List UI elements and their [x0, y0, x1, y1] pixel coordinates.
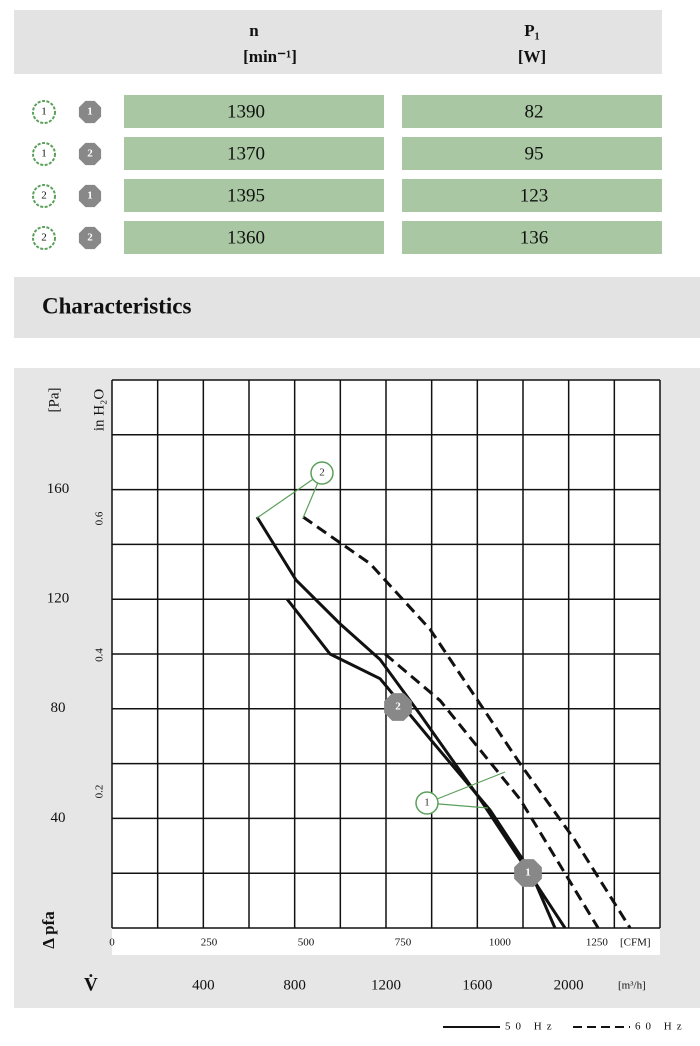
y-tick-label: 120 — [47, 591, 70, 607]
marker — [384, 693, 412, 721]
cell-bg — [402, 95, 662, 128]
y-symbol: Δ pfa — [39, 911, 58, 949]
curve — [255, 516, 567, 929]
speed: 1360 — [227, 227, 265, 248]
conn-num: 1 — [87, 106, 93, 118]
x2-tick-label: 500 — [298, 937, 315, 949]
x2-tick-label: 0 — [109, 937, 115, 949]
col-n-unit: [min⁻¹] — [243, 47, 297, 66]
speed: 1395 — [227, 185, 265, 206]
x-tick-label: 2000 — [554, 977, 584, 993]
cell-bg — [124, 137, 384, 170]
x-tick-label: 1600 — [462, 977, 492, 993]
x2-tick-label: 1000 — [489, 937, 512, 949]
col-p: P₁ — [524, 21, 539, 40]
y-tick-label: 160 — [47, 481, 70, 497]
marker — [415, 791, 439, 815]
conn-icon — [78, 142, 102, 166]
motor-icon — [32, 184, 56, 208]
power: 95 — [525, 143, 544, 164]
y2-tick-label: 0.2 — [94, 785, 106, 799]
section-bg — [14, 277, 700, 338]
cell-bg — [402, 221, 662, 254]
cell-bg — [124, 221, 384, 254]
conn-icon — [78, 100, 102, 124]
leader — [426, 771, 506, 804]
y2-tick-label: 0.6 — [94, 511, 106, 525]
x2-tick-label: 250 — [201, 937, 218, 949]
conn-icon — [78, 184, 102, 208]
motor-icon — [32, 142, 56, 166]
x-symbol: V̇ — [84, 974, 98, 995]
cell-bg — [402, 179, 662, 212]
y2-label: in H₂O — [91, 389, 107, 431]
conn-num: 1 — [87, 190, 93, 202]
leader — [256, 472, 323, 519]
x-tick-label: 400 — [192, 977, 215, 993]
motor-num: 1 — [41, 106, 47, 118]
col-p-unit: [W] — [518, 47, 546, 66]
section-title: Characteristics — [42, 293, 191, 318]
conn-icon — [78, 226, 102, 250]
col-n: n — [249, 21, 259, 40]
motor-num: 1 — [41, 148, 47, 160]
table-header-bg — [14, 10, 662, 74]
x2-label: [CFM] — [620, 937, 651, 949]
x-tick-label: 1200 — [371, 977, 401, 993]
annotation: 2 — [395, 701, 401, 713]
annotation: 1 — [424, 797, 430, 809]
x2-tick-label: 1250 — [586, 937, 609, 949]
legend-label: 60 Hz — [635, 1021, 687, 1033]
y2-tick-label: 0.4 — [94, 648, 106, 662]
y-label: [Pa] — [46, 388, 62, 413]
speed: 1370 — [227, 143, 265, 164]
power: 123 — [520, 185, 549, 206]
annotation: 1 — [525, 867, 531, 879]
conn-num: 2 — [87, 148, 93, 160]
curve — [302, 515, 632, 929]
motor-icon — [32, 100, 56, 124]
motor-num: 2 — [41, 232, 47, 244]
legend-label: 50 Hz — [505, 1021, 557, 1033]
conn-num: 2 — [87, 232, 93, 244]
marker — [514, 859, 542, 887]
x2-tick-label: 750 — [395, 937, 412, 949]
speed: 1390 — [227, 101, 265, 122]
y-tick-label: 80 — [51, 700, 66, 716]
annotation: 2 — [319, 467, 325, 479]
motor-num: 2 — [41, 190, 47, 202]
cell-bg — [124, 95, 384, 128]
y-tick-label: 40 — [51, 810, 66, 826]
power: 136 — [520, 227, 549, 248]
cell-bg — [402, 137, 662, 170]
motor-icon — [32, 226, 56, 250]
x-tick-label: 800 — [283, 977, 306, 993]
curve — [384, 652, 600, 929]
x-label: [m³/h] — [618, 980, 646, 992]
cell-bg — [124, 179, 384, 212]
power: 82 — [525, 101, 544, 122]
marker — [310, 461, 334, 485]
